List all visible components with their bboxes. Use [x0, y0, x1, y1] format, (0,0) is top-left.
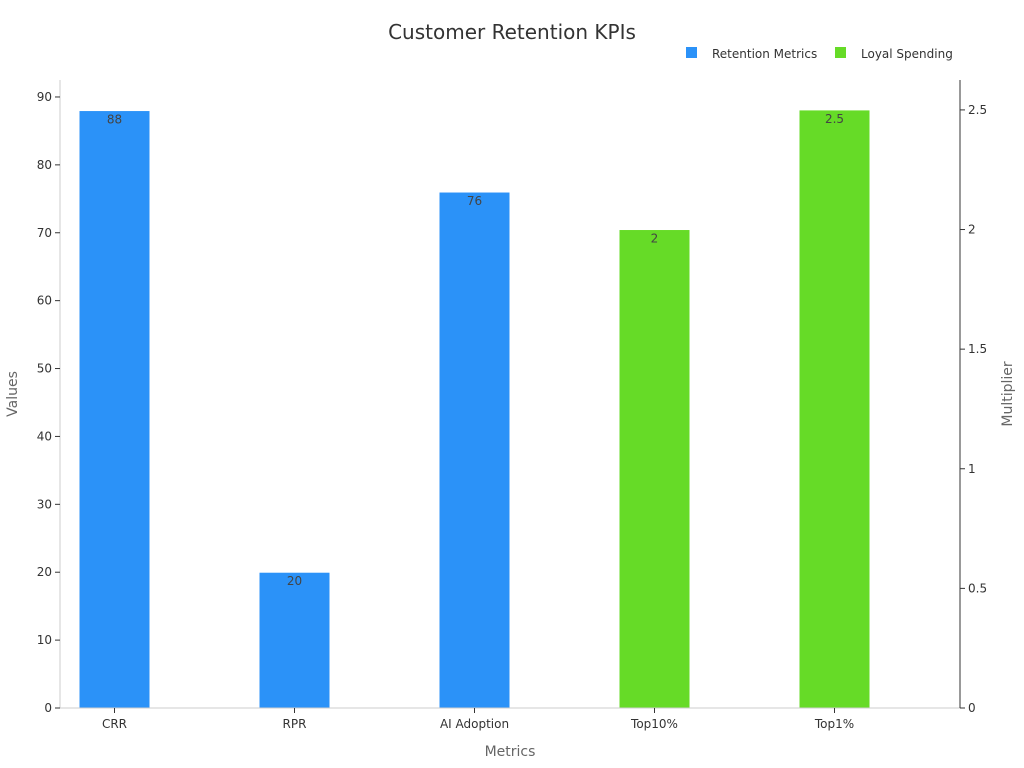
legend-swatch-retention-metrics — [686, 47, 697, 58]
bars — [78, 109, 871, 709]
data-label-top10pct: 2 — [651, 232, 659, 246]
x-tick-label-top10pct: Top10% — [630, 717, 678, 731]
y-tick-label: 0 — [44, 701, 52, 715]
x-axis-title: Metrics — [485, 744, 536, 760]
legend-label-retention-metrics: Retention Metrics — [712, 47, 817, 61]
y2-tick-label: 1 — [968, 462, 976, 476]
y-tick-label: 10 — [37, 633, 52, 647]
chart-title: Customer Retention KPIs — [388, 20, 636, 44]
y2-axis-title: Multiplier — [1000, 361, 1016, 427]
x-tick-label-ai-adoption: AI Adoption — [440, 717, 509, 731]
y-tick-label: 50 — [37, 362, 52, 376]
y-tick-label: 20 — [37, 565, 52, 579]
y-tick-label: 30 — [37, 497, 52, 511]
data-label-top1pct: 2.5 — [825, 112, 844, 126]
y-tick-label: 70 — [37, 226, 52, 240]
data-label-ai-adoption: 76 — [467, 194, 482, 208]
bar-top1pct — [798, 109, 871, 709]
legend-label-loyal-spending: Loyal Spending — [861, 47, 953, 61]
y-tick-label: 60 — [37, 294, 52, 308]
left-y-axis-ticks: 0 10 20 30 40 50 60 70 80 90 — [37, 90, 60, 715]
y-tick-label: 90 — [37, 90, 52, 104]
y-tick-label: 80 — [37, 158, 52, 172]
y-tick-label: 40 — [37, 429, 52, 443]
y-axis-title: Values — [5, 371, 21, 417]
bar-ai-adoption — [438, 191, 511, 709]
legend: Retention Metrics Loyal Spending — [686, 47, 953, 61]
legend-swatch-loyal-spending — [835, 47, 846, 58]
data-label-crr: 88 — [107, 113, 122, 127]
bar-rpr — [258, 571, 331, 709]
data-labels: 88 20 76 2 2.5 — [107, 112, 844, 588]
x-tick-label-rpr: RPR — [283, 717, 307, 731]
y2-tick-label: 2.5 — [968, 103, 987, 117]
y2-tick-label: 0 — [968, 701, 976, 715]
x-tick-label-top1pct: Top1% — [814, 717, 854, 731]
x-tick-label-crr: CRR — [102, 717, 127, 731]
bar-crr — [78, 110, 151, 709]
x-axis-ticks: CRR RPR AI Adoption Top10% Top1% — [102, 708, 854, 731]
y2-tick-label: 2 — [968, 223, 976, 237]
data-label-rpr: 20 — [287, 574, 302, 588]
bar-top10pct — [618, 229, 691, 709]
right-y-axis-ticks: 0 0.5 1 1.5 2 2.5 — [960, 103, 987, 715]
y2-tick-label: 1.5 — [968, 342, 987, 356]
y2-tick-label: 0.5 — [968, 581, 987, 595]
